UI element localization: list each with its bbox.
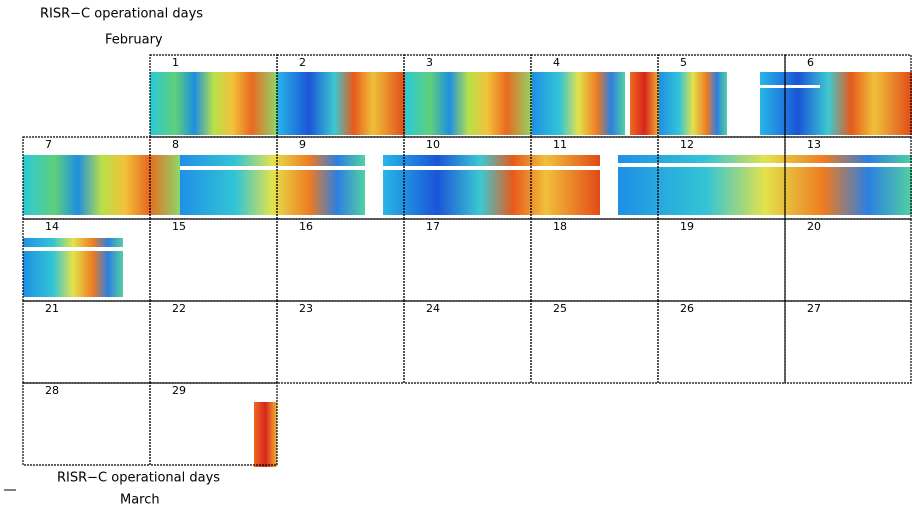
gap [760, 85, 820, 88]
day-number: 26 [680, 302, 694, 315]
strip [383, 155, 600, 215]
day-number: 25 [553, 302, 567, 315]
day-number: 15 [172, 220, 186, 233]
strip [150, 72, 277, 135]
title: RISR−C operational days [57, 471, 220, 486]
strip [277, 72, 405, 135]
month: February [105, 33, 163, 48]
day-cell [276, 300, 405, 384]
gap [23, 247, 123, 251]
day-cell [530, 218, 659, 302]
day-cell [657, 218, 786, 302]
day-number: 3 [426, 56, 433, 69]
strip [180, 155, 365, 215]
gap [383, 166, 600, 170]
day-cell [784, 218, 912, 302]
day-number: 4 [553, 56, 560, 69]
day-number: 2 [299, 56, 306, 69]
day-number: 1 [172, 56, 179, 69]
day-cell [149, 218, 278, 302]
strip [760, 72, 912, 135]
month: March [120, 493, 160, 508]
day-number: 10 [426, 138, 440, 151]
day-number: 22 [172, 302, 186, 315]
day-number: 18 [553, 220, 567, 233]
day-number: 6 [807, 56, 814, 69]
data-strips [23, 72, 912, 467]
strip [254, 402, 277, 467]
gap [180, 166, 365, 170]
day-number: 11 [553, 138, 567, 151]
day-cell [22, 300, 151, 384]
day-number: 20 [807, 220, 821, 233]
strip [630, 72, 659, 135]
day-cell [276, 218, 405, 302]
day-cell [784, 300, 912, 384]
day-cell [403, 218, 532, 302]
strip [659, 72, 727, 135]
title: RISR−C operational days [40, 7, 203, 22]
day-number: 28 [45, 384, 59, 397]
day-number: 5 [680, 56, 687, 69]
strip [23, 155, 180, 215]
gap [618, 163, 912, 167]
strip [405, 72, 532, 135]
day-number: 14 [45, 220, 59, 233]
day-cell [657, 300, 786, 384]
day-number: 19 [680, 220, 694, 233]
day-number: 23 [299, 302, 313, 315]
day-number: 16 [299, 220, 313, 233]
day-number: 12 [680, 138, 694, 151]
day-number: 17 [426, 220, 440, 233]
day-number: 27 [807, 302, 821, 315]
day-number: 9 [299, 138, 306, 151]
day-cell [403, 300, 532, 384]
strip [532, 72, 625, 135]
day-cell [149, 382, 278, 466]
day-number: 7 [45, 138, 52, 151]
day-number: 29 [172, 384, 186, 397]
day-number: 24 [426, 302, 440, 315]
day-cell [22, 382, 151, 466]
day-cell [530, 300, 659, 384]
strip [23, 238, 123, 297]
day-number: 21 [45, 302, 59, 315]
day-number: 8 [172, 138, 179, 151]
day-cell [149, 300, 278, 384]
day-number: 13 [807, 138, 821, 151]
